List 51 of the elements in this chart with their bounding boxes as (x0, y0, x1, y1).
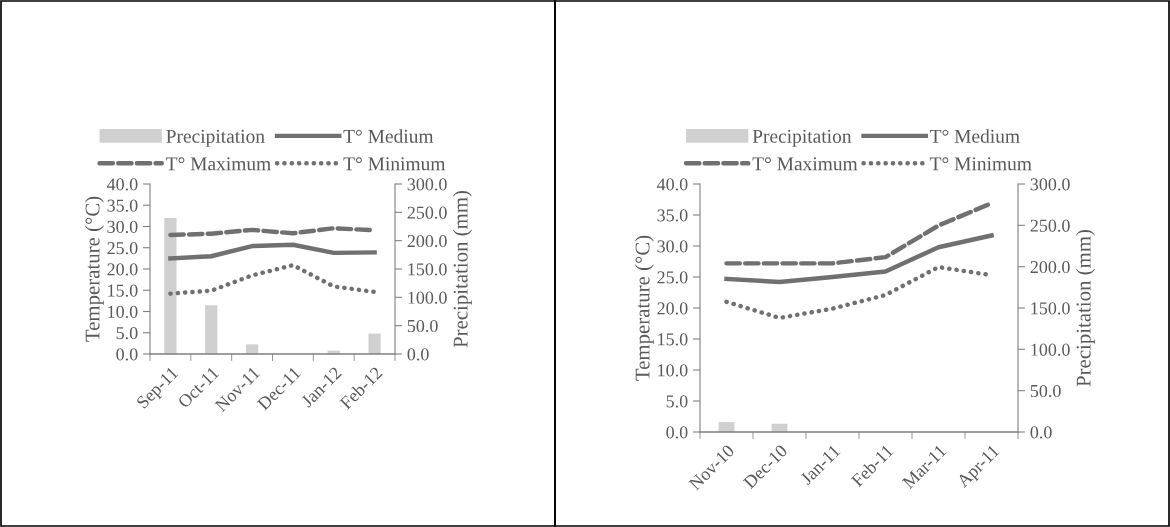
y2-tick-label: 50.0 (407, 319, 438, 333)
y2-axis-title: Precipitation (mm) (452, 190, 472, 348)
y2-tick-label: 200.0 (1030, 260, 1070, 274)
legend-label: T° Medium (343, 129, 434, 143)
y-tick-label: 30.0 (107, 220, 138, 234)
y-tick-label: 10.0 (108, 305, 138, 319)
line-series (168, 262, 377, 296)
y-tick-label: 40.0 (106, 178, 138, 191)
y-tick-label: 15.0 (658, 333, 688, 346)
y-tick-label: 15.0 (108, 284, 138, 297)
line-series (724, 233, 994, 285)
bar (205, 305, 218, 354)
y-tick-label: 5.0 (666, 395, 688, 408)
y2-tick-label: 300.0 (407, 178, 447, 191)
y-tick-label: 35.0 (657, 209, 688, 222)
y-tick-label: 10.0 (658, 364, 688, 377)
y-tick-label: 25.0 (107, 242, 138, 255)
y-tick-label: 35.0 (107, 199, 138, 212)
y2-tick-label: 200.0 (407, 234, 447, 248)
legend-label: T° Maximum (166, 157, 271, 171)
y-tick-label: 0.0 (666, 426, 688, 439)
y-tick-label: 5.0 (116, 327, 138, 340)
bar (245, 344, 259, 354)
legend-label: Precipitation (166, 129, 265, 147)
y2-tick-label: 150.0 (1031, 302, 1070, 315)
legend-label: T° Medium (929, 129, 1020, 143)
y2-tick-label: 100.0 (1031, 343, 1070, 356)
y2-tick-label: 150.0 (408, 263, 447, 276)
y2-tick-label: 250.0 (1030, 219, 1070, 232)
y2-axis-title: Precipitation (mm) (1075, 229, 1095, 387)
y2-tick-label: 0.0 (1030, 426, 1052, 439)
y2-tick-label: 300.0 (1030, 178, 1070, 191)
y2-tick-label: 100.0 (408, 291, 447, 304)
legend-label: Precipitation (752, 129, 852, 147)
legend-label: T° Minimum (343, 157, 446, 171)
y2-tick-label: 50.0 (1030, 384, 1061, 398)
legend-label: T° Maximum (752, 157, 858, 171)
legend-label: T° Minimum (929, 157, 1032, 171)
line-series (168, 242, 377, 261)
bar (164, 218, 177, 354)
y-axis-title: Temperature (°C) (634, 235, 654, 381)
y2-tick-label: 0.0 (407, 348, 429, 361)
y-tick-label: 25.0 (657, 271, 688, 284)
y-tick-label: 20.0 (657, 302, 688, 315)
y-tick-label: 20.0 (107, 263, 138, 276)
y-axis-title: Temperature (°C) (84, 196, 104, 342)
y-tick-label: 0.0 (116, 348, 138, 361)
bar (368, 333, 381, 354)
y-tick-label: 40.0 (656, 178, 688, 191)
y-tick-label: 30.0 (657, 240, 688, 253)
y2-tick-label: 250.0 (407, 206, 447, 219)
